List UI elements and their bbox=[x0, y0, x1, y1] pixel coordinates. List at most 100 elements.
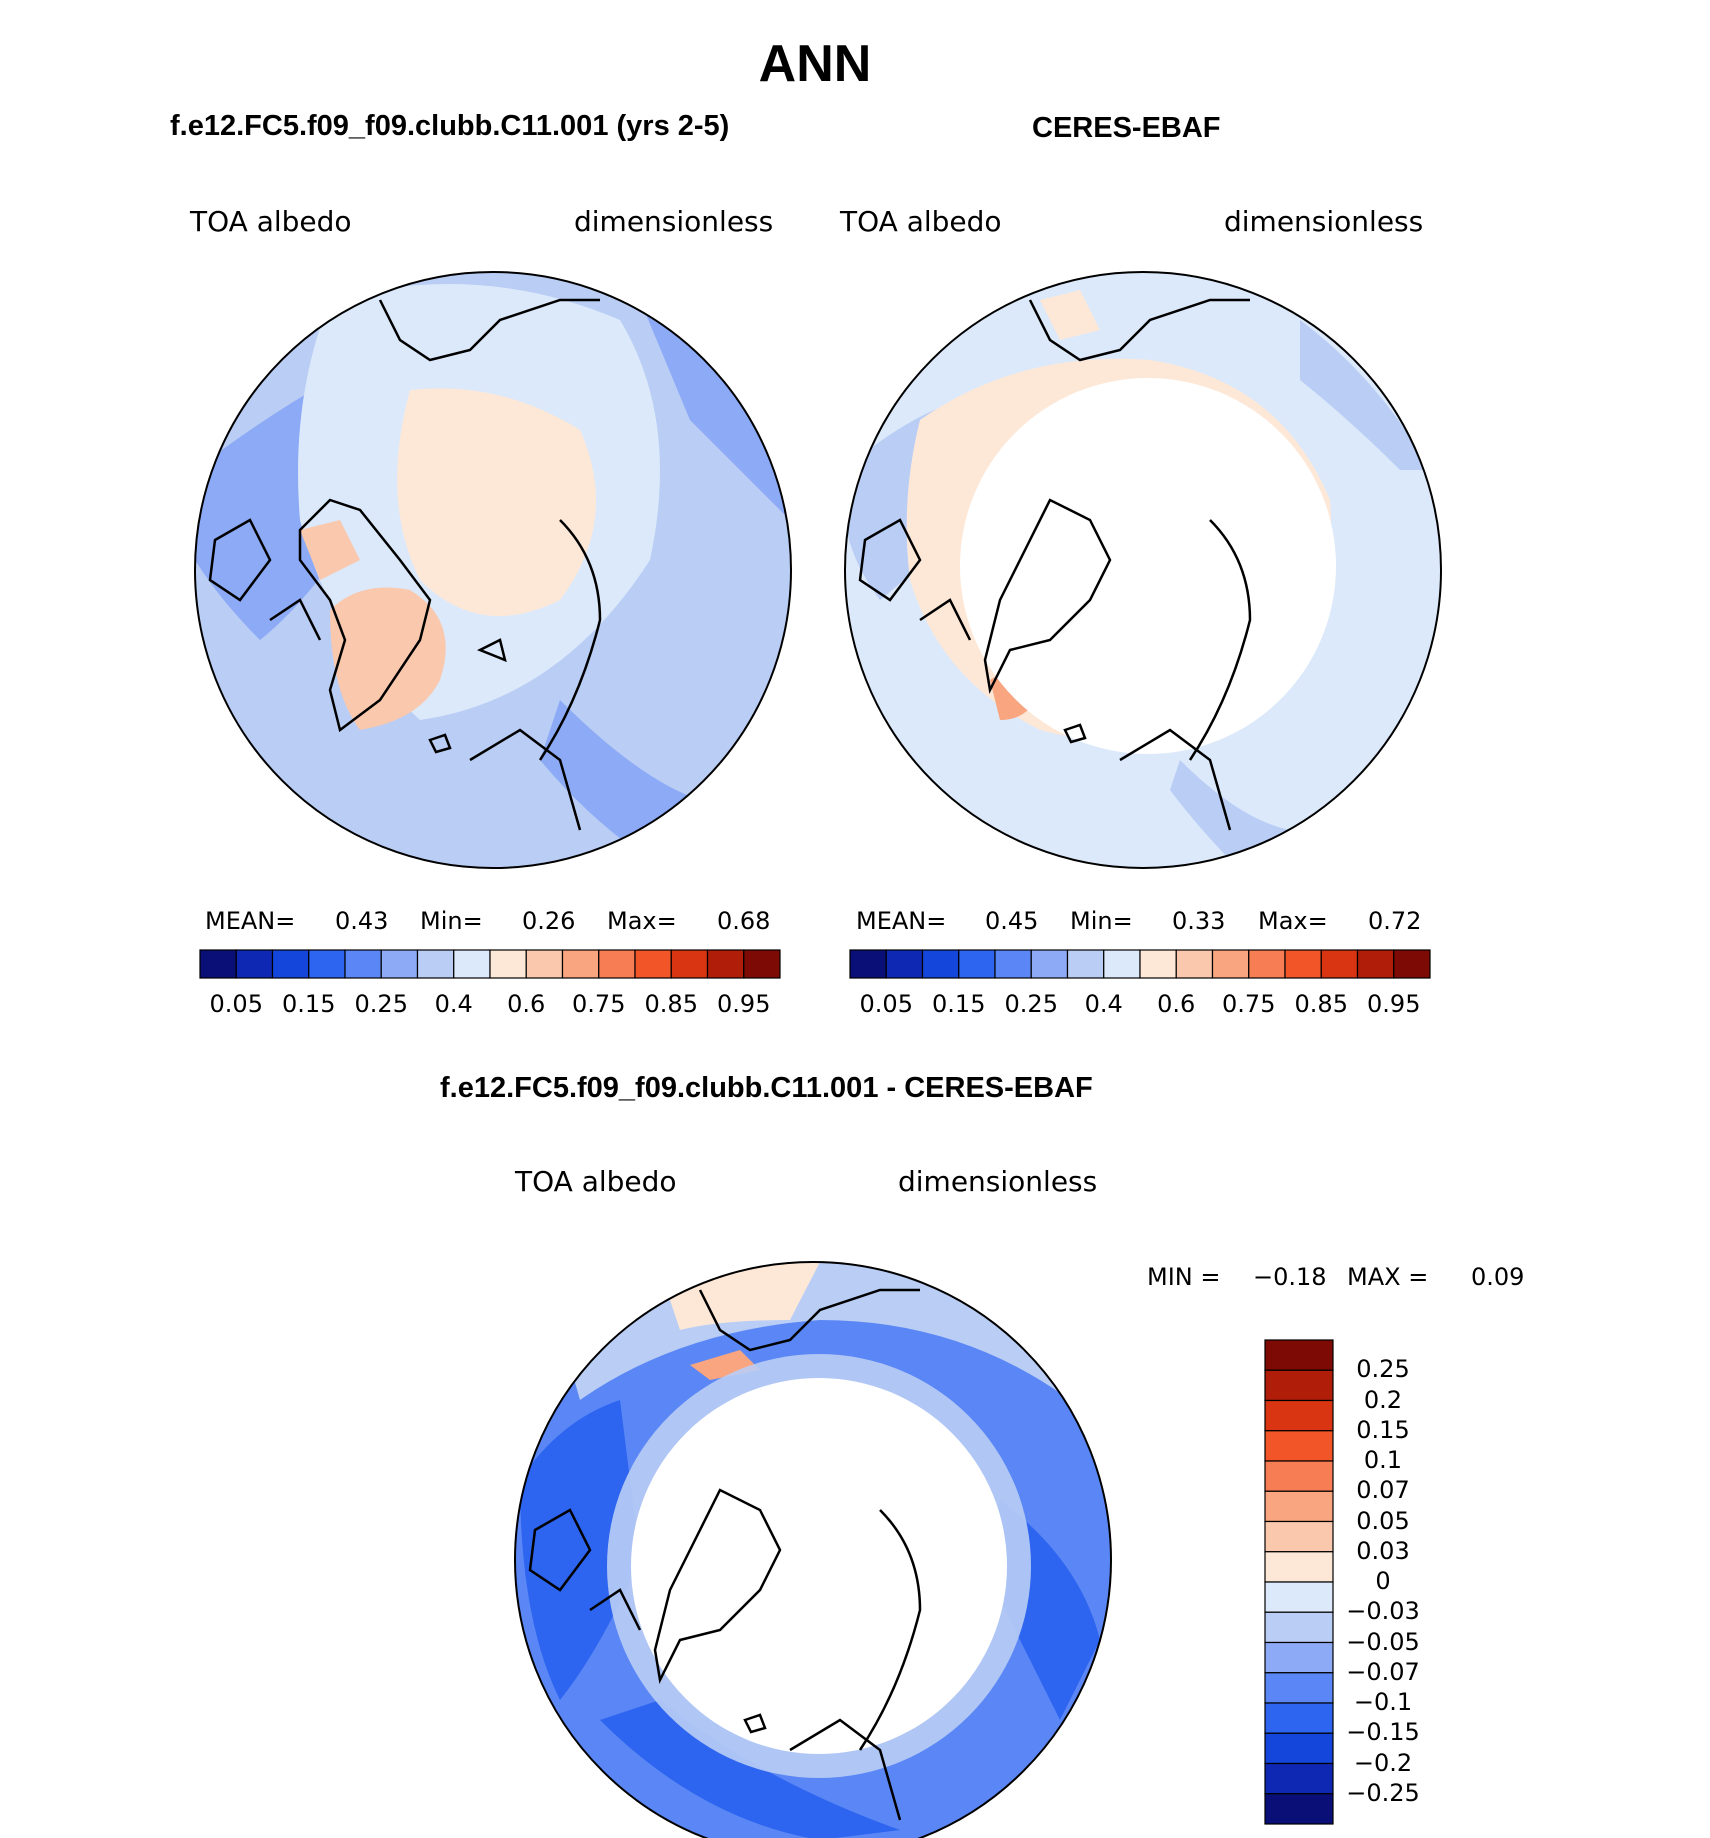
colorbar-tick-label: −0.07 bbox=[1346, 1657, 1420, 1686]
colorbar-tick-label: −0.2 bbox=[1353, 1748, 1413, 1777]
diff-min-value: −0.18 bbox=[1253, 1263, 1327, 1291]
colorbar-tick-label: −0.1 bbox=[1353, 1688, 1413, 1716]
colorbar-swatch bbox=[1175, 949, 1214, 979]
model-max-label: Max= bbox=[607, 907, 677, 935]
colorbar-tick-label: 0.75 bbox=[1222, 990, 1276, 1018]
colorbar-tick-label: 0.05 bbox=[859, 990, 913, 1018]
colorbar-tick-label: 0.95 bbox=[1367, 990, 1421, 1018]
colorbar-swatch bbox=[1211, 949, 1250, 979]
diff-max-label: MAX = bbox=[1347, 1263, 1429, 1291]
model-min-value: 0.26 bbox=[522, 907, 576, 935]
colorbar-swatch bbox=[1264, 1641, 1334, 1674]
diff-colorbar bbox=[1264, 1339, 1334, 1825]
colorbar-swatch bbox=[525, 949, 564, 979]
colorbar-tick-label: 0.07 bbox=[1356, 1476, 1410, 1505]
colorbar-swatch bbox=[561, 949, 600, 979]
colorbar-swatch bbox=[1393, 949, 1431, 979]
colorbar-swatch bbox=[1264, 1399, 1334, 1432]
diff-variable-label: TOA albedo bbox=[515, 1165, 677, 1198]
colorbar-swatch bbox=[1264, 1520, 1334, 1553]
colorbar-tick-label: 0.6 bbox=[1157, 990, 1196, 1018]
diff-polar-map bbox=[515, 1262, 1111, 1838]
diff-map-border bbox=[514, 1261, 1112, 1838]
model-max-value: 0.68 bbox=[717, 907, 771, 935]
colorbar-tick-label: −0.15 bbox=[1346, 1718, 1420, 1747]
obs-variable-label: TOA albedo bbox=[840, 205, 1002, 238]
colorbar-swatch bbox=[416, 949, 455, 979]
model-panel-title: f.e12.FC5.f09_f09.clubb.C11.001 (yrs 2-5… bbox=[170, 110, 730, 142]
diff-panel-title: f.e12.FC5.f09_f09.clubb.C11.001 - CERES-… bbox=[440, 1072, 1093, 1104]
colorbar-tick-label: 0.85 bbox=[644, 990, 698, 1018]
obs-mean-value: 0.45 bbox=[985, 907, 1039, 935]
page-title: ANN bbox=[758, 35, 872, 93]
colorbar-tick-label: 0.15 bbox=[282, 990, 336, 1018]
colorbar-swatch bbox=[1264, 1732, 1334, 1765]
colorbar-tick-label: 0.2 bbox=[1363, 1385, 1403, 1414]
colorbar-swatch bbox=[308, 949, 346, 979]
colorbar-swatch bbox=[743, 949, 781, 979]
colorbar-swatch bbox=[1264, 1611, 1334, 1644]
colorbar-tick-label: 0.4 bbox=[1084, 990, 1123, 1018]
colorbar-swatch bbox=[1320, 949, 1359, 979]
colorbar-swatch bbox=[598, 949, 636, 979]
diff-max-value: 0.09 bbox=[1471, 1263, 1525, 1291]
colorbar-swatch bbox=[1264, 1702, 1334, 1734]
colorbar-swatch bbox=[1103, 949, 1141, 979]
colorbar-tick-label: −0.03 bbox=[1346, 1597, 1420, 1626]
colorbar-swatch bbox=[1356, 949, 1395, 979]
colorbar-swatch bbox=[1264, 1430, 1334, 1462]
model-units-label: dimensionless bbox=[574, 205, 774, 238]
colorbar-tick-label: −0.25 bbox=[1346, 1778, 1420, 1807]
colorbar-swatch bbox=[380, 949, 419, 979]
colorbar-tick-label: 0.1 bbox=[1363, 1446, 1403, 1474]
colorbar-swatch bbox=[670, 949, 709, 979]
colorbar-tick-label: 0.15 bbox=[932, 990, 986, 1018]
model-mean-label: MEAN= bbox=[205, 907, 296, 935]
colorbar-tick-label: 0.25 bbox=[1356, 1355, 1410, 1384]
obs-polar-map bbox=[845, 272, 1441, 868]
colorbar-swatch bbox=[1264, 1793, 1334, 1825]
colorbar-swatch bbox=[453, 949, 491, 979]
diff-min-label: MIN = bbox=[1147, 1263, 1221, 1291]
colorbar-tick-label: 0.15 bbox=[1356, 1415, 1410, 1444]
obs-min-label: Min= bbox=[1070, 907, 1133, 935]
model-mean-value: 0.43 bbox=[335, 907, 389, 935]
model-colorbar bbox=[199, 949, 781, 979]
model-coastlines bbox=[208, 298, 602, 831]
colorbar-tick-label: 0.75 bbox=[572, 990, 626, 1018]
colorbar-swatch bbox=[1030, 949, 1069, 979]
missing-data-region bbox=[960, 378, 1336, 754]
obs-min-value: 0.33 bbox=[1172, 907, 1226, 935]
obs-mean-label: MEAN= bbox=[856, 907, 947, 935]
colorbar-swatch bbox=[1248, 949, 1286, 979]
colorbar-tick-label: 0.05 bbox=[1356, 1506, 1410, 1535]
colorbar-swatch bbox=[271, 949, 310, 979]
colorbar-tick-label: 0.25 bbox=[1004, 990, 1058, 1018]
obs-map-border bbox=[844, 271, 1442, 869]
colorbar-swatch bbox=[1264, 1339, 1334, 1371]
colorbar-tick-label: 0.85 bbox=[1294, 990, 1348, 1018]
colorbar-swatch bbox=[1264, 1762, 1334, 1795]
model-variable-label: TOA albedo bbox=[190, 205, 352, 238]
colorbar-swatch bbox=[235, 949, 274, 979]
colorbar-tick-label: 0.25 bbox=[354, 990, 408, 1018]
obs-panel-title: CERES-EBAF bbox=[1032, 112, 1221, 144]
colorbar-swatch bbox=[1264, 1460, 1334, 1492]
obs-colorbar bbox=[849, 949, 1431, 979]
colorbar-swatch bbox=[1264, 1490, 1334, 1523]
colorbar-swatch bbox=[994, 949, 1032, 979]
colorbar-tick-label: 0.95 bbox=[717, 990, 771, 1018]
obs-max-value: 0.72 bbox=[1368, 907, 1422, 935]
missing-data-region bbox=[631, 1378, 1007, 1754]
colorbar-swatch bbox=[1264, 1551, 1334, 1583]
colorbar-tick-label: 0 bbox=[1375, 1567, 1391, 1595]
diff-coastlines bbox=[528, 1288, 922, 1821]
colorbar-swatch bbox=[634, 949, 672, 979]
colorbar-tick-label: 0.05 bbox=[209, 990, 263, 1018]
colorbar-swatch bbox=[1066, 949, 1105, 979]
colorbar-swatch bbox=[344, 949, 382, 979]
model-polar-map bbox=[195, 272, 791, 868]
colorbar-swatch bbox=[1139, 949, 1177, 979]
colorbar-swatch bbox=[958, 949, 996, 979]
obs-max-label: Max= bbox=[1258, 907, 1328, 935]
